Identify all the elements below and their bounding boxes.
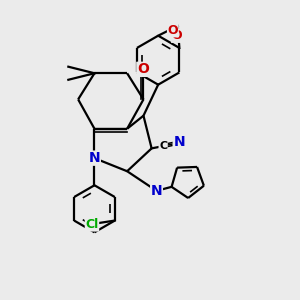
Text: N: N — [89, 151, 100, 165]
Text: O: O — [168, 24, 178, 37]
Text: N: N — [151, 184, 162, 198]
Text: C: C — [159, 141, 167, 151]
Text: Cl: Cl — [85, 218, 99, 231]
Text: O: O — [172, 29, 182, 42]
Text: N: N — [173, 136, 185, 149]
Text: O: O — [137, 62, 149, 76]
